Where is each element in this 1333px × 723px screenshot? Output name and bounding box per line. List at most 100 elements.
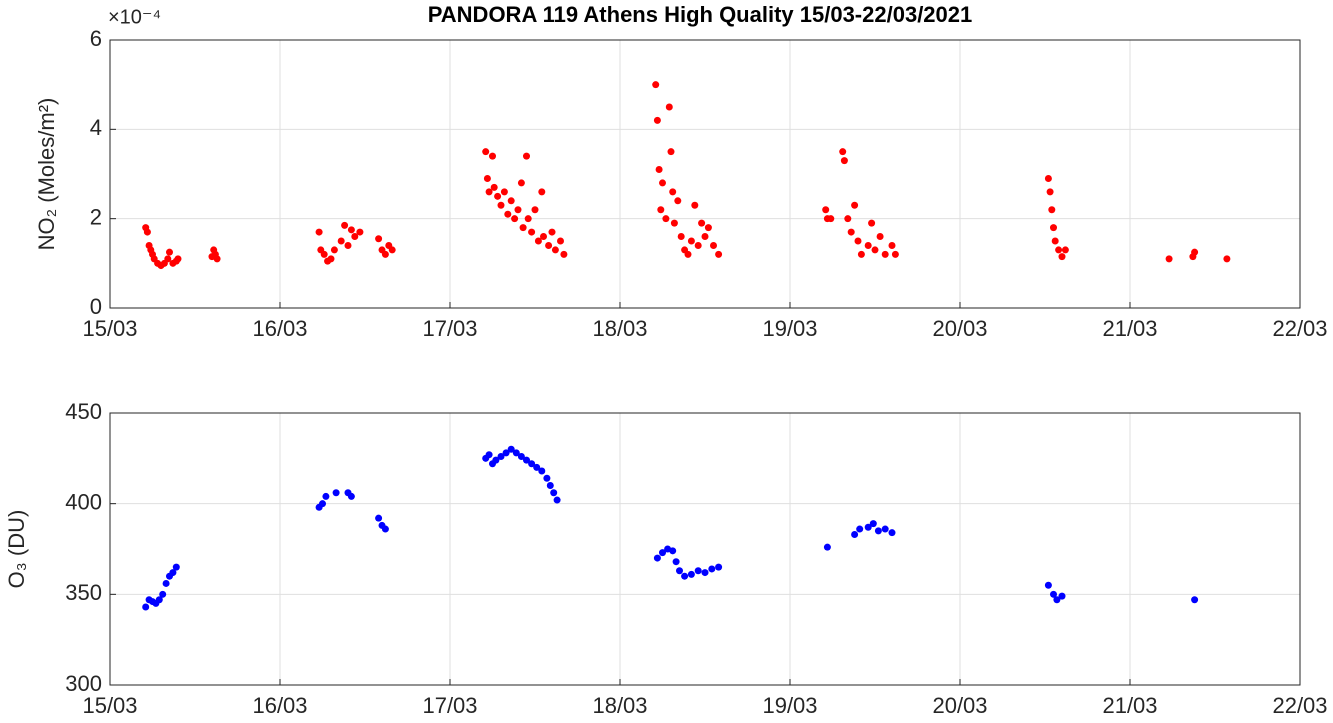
data-point [507, 197, 515, 205]
data-point [1191, 596, 1199, 604]
data-point [375, 235, 383, 243]
data-point [851, 530, 859, 538]
data-point [687, 570, 695, 578]
data-point [213, 255, 221, 263]
axes-frame [109, 412, 1301, 686]
x-tick-label: 18/03 [592, 693, 647, 718]
plot-area [110, 40, 1300, 308]
data-point [708, 565, 716, 573]
data-point [864, 523, 872, 531]
data-point [652, 81, 660, 89]
x-tick-label: 15/03 [82, 693, 137, 718]
plot-area [110, 413, 1300, 685]
chart-title: PANDORA 119 Athens High Quality 15/03-22… [428, 2, 973, 27]
data-point [881, 250, 889, 258]
data-point [1191, 248, 1199, 256]
data-point [659, 549, 666, 557]
y-tick-label: 400 [65, 489, 102, 514]
data-point [504, 210, 512, 218]
data-point [1046, 188, 1054, 196]
x-tick-label: 16/03 [252, 693, 307, 718]
data-point [490, 183, 498, 191]
x-tick-label: 20/03 [932, 693, 987, 718]
data-point [839, 148, 847, 156]
data-point [315, 228, 323, 236]
data-point [356, 228, 364, 236]
data-point [347, 492, 355, 500]
data-point [337, 237, 345, 245]
data-point [159, 590, 167, 598]
data-point [174, 255, 182, 263]
data-point [155, 596, 163, 604]
data-point [517, 453, 525, 461]
data-point [676, 567, 683, 575]
data-point [172, 563, 180, 571]
data-point [876, 233, 884, 241]
y-tick-label: 450 [65, 399, 102, 424]
data-point [494, 192, 502, 200]
data-point [497, 201, 505, 209]
y-tick-label: 350 [65, 580, 102, 605]
data-point [528, 460, 536, 468]
data-point [1050, 590, 1057, 598]
data-point [1050, 224, 1057, 232]
data-point [687, 237, 695, 245]
x-tick-label: 20/03 [932, 316, 987, 341]
data-point [169, 569, 177, 577]
data-point [1223, 255, 1231, 263]
data-point [669, 188, 677, 196]
data-point [691, 201, 699, 209]
data-point [704, 224, 712, 232]
data-point [492, 456, 500, 464]
data-point [891, 250, 899, 258]
data-point [657, 206, 665, 214]
data-point [540, 233, 547, 241]
data-point [381, 250, 389, 258]
data-point [553, 496, 561, 504]
data-point [1051, 237, 1059, 245]
x-tick-label: 21/03 [1102, 316, 1157, 341]
data-point [523, 456, 530, 464]
data-point [844, 215, 852, 223]
data-point [715, 563, 723, 571]
data-point [672, 558, 680, 566]
data-point [694, 241, 702, 249]
data-point [653, 116, 661, 124]
data-point [162, 579, 170, 587]
data-point [698, 219, 706, 227]
data-point [546, 482, 554, 490]
data-point [514, 206, 522, 214]
data-point [485, 188, 493, 196]
data-point [667, 148, 675, 156]
x-tick-label: 17/03 [422, 693, 477, 718]
data-point [507, 445, 515, 453]
y-tick-label: 300 [65, 671, 102, 696]
data-point [483, 174, 491, 182]
data-point [519, 224, 527, 232]
data-point [659, 179, 666, 187]
y-tick-label: 2 [90, 204, 102, 229]
data-point [670, 219, 678, 227]
data-point [545, 241, 553, 249]
data-point [143, 228, 151, 236]
x-tick-label: 17/03 [422, 316, 477, 341]
data-point [823, 543, 831, 551]
data-point [517, 179, 525, 187]
y-axis-label: NO₂ (Moles/m²) [34, 98, 59, 251]
data-point [856, 525, 864, 533]
data-point [881, 525, 889, 533]
data-point [868, 219, 876, 227]
data-point [1055, 246, 1063, 254]
data-point [524, 215, 532, 223]
data-point [888, 529, 896, 537]
data-point [164, 255, 172, 263]
data-point [840, 157, 848, 165]
data-point [869, 520, 877, 528]
y-axis-label: O₃ (DU) [4, 510, 29, 589]
data-point [538, 188, 546, 196]
data-point [701, 569, 709, 577]
data-point [531, 206, 539, 214]
data-point [497, 453, 505, 461]
data-point [864, 241, 872, 249]
